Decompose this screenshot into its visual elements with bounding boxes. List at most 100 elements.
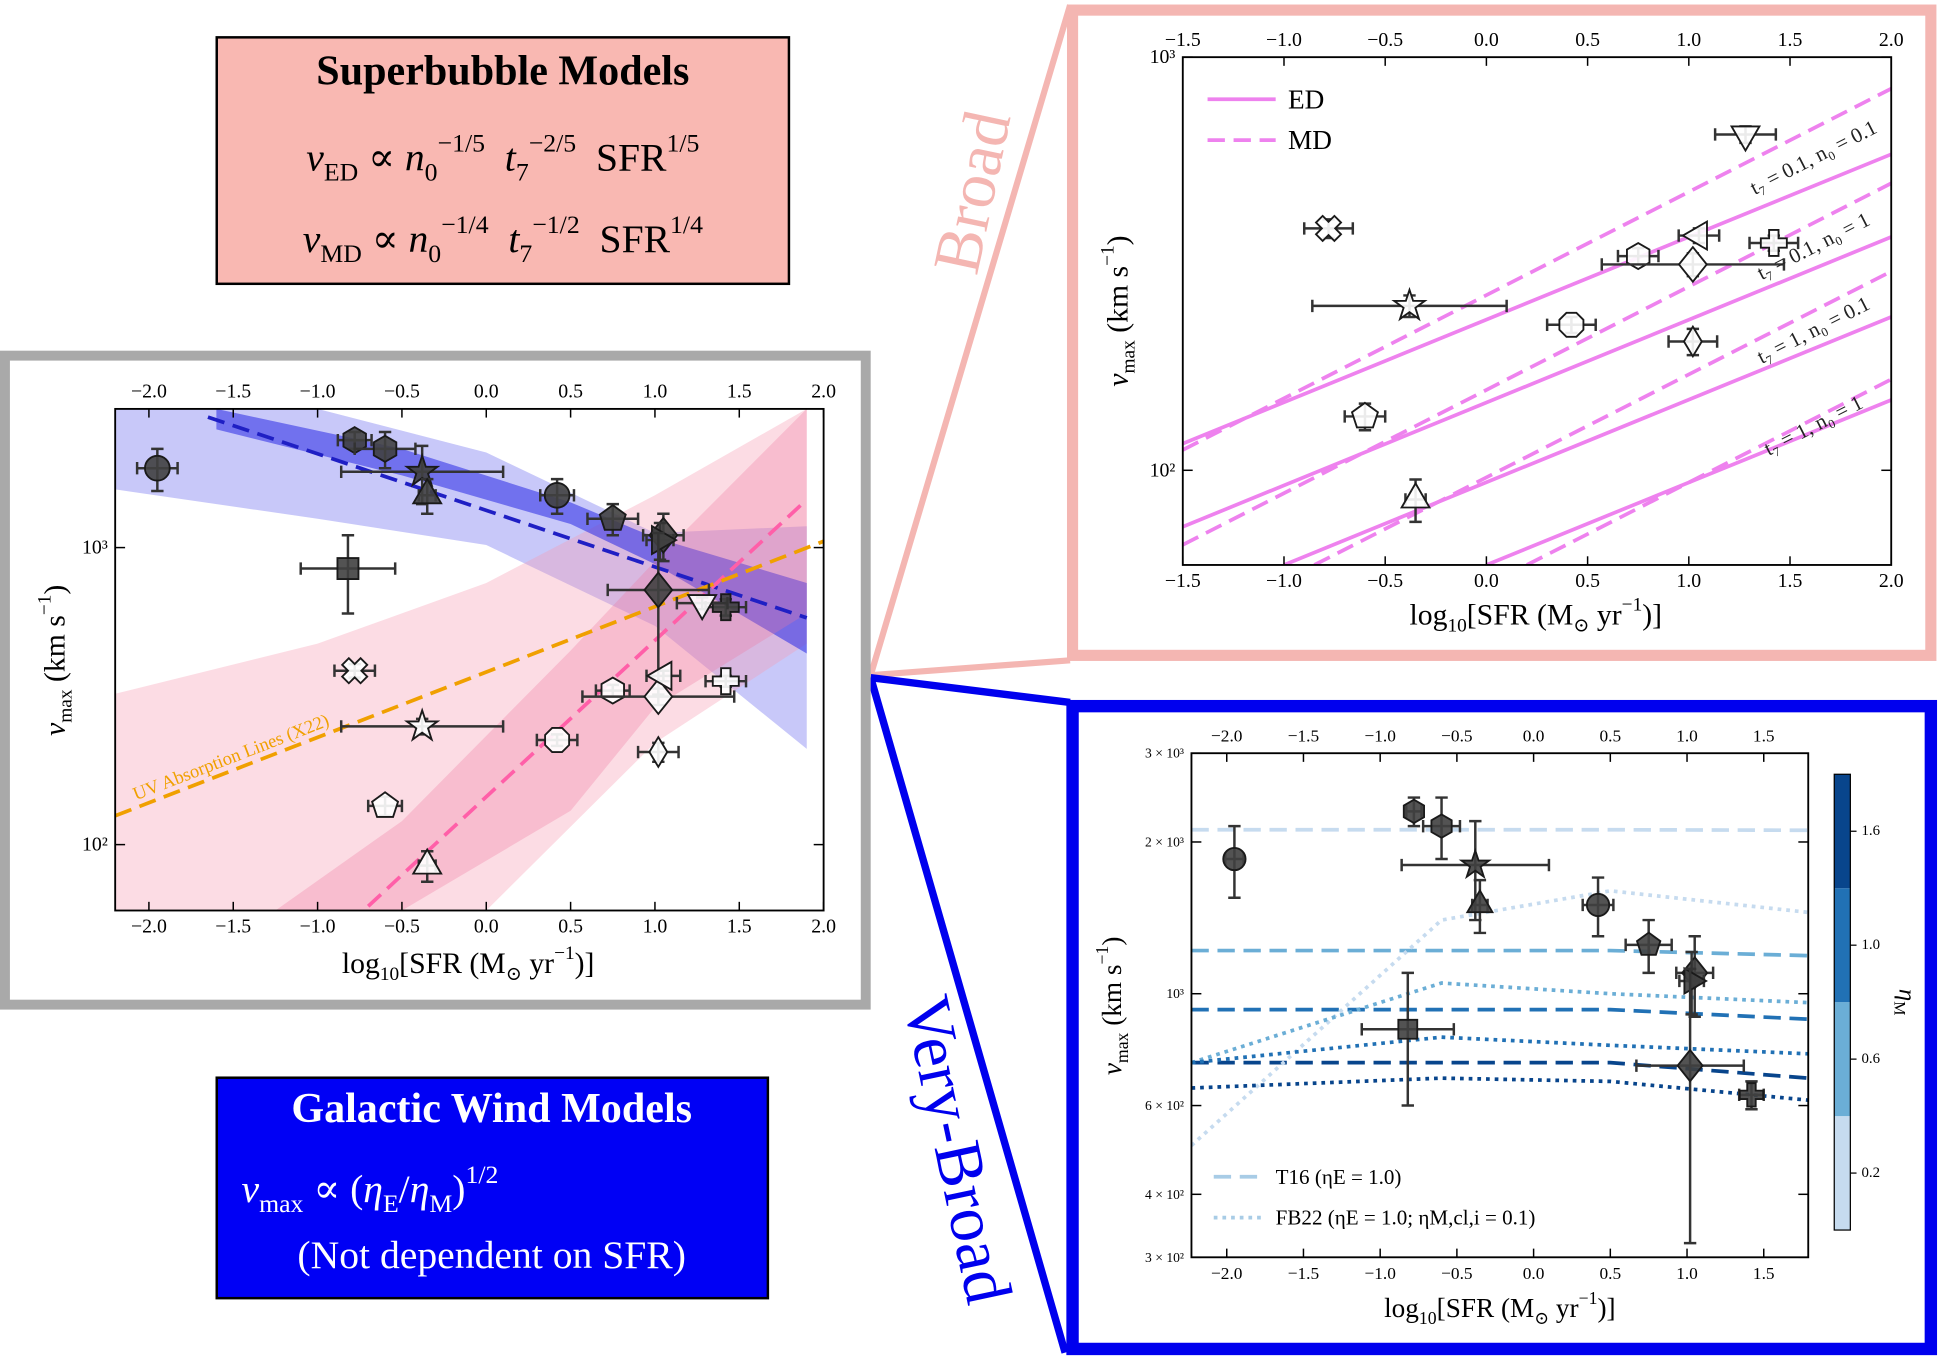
math-part: ∝ (362, 217, 409, 261)
x-tick-label: 0.5 (1599, 726, 1621, 745)
plot-frame (114, 407, 825, 912)
model-line (1191, 948, 1809, 958)
x-tick-label: −2.0 (1211, 726, 1242, 745)
math-sup: 1/4 (670, 210, 703, 239)
chart: UV Absorption Lines (X22)−2.0−2.0−1.5−1.… (35, 381, 836, 985)
x-tick-label: 2.0 (1879, 570, 1904, 592)
legend-label: MD (1288, 125, 1332, 155)
math-sub: 0 (425, 157, 438, 186)
fit-line (115, 539, 824, 818)
x-tick-label: −1.5 (215, 916, 251, 938)
chart: −2.0 −2.0 −1.5 −1.5 −1.0 −1.0 −0.5 −0.5 0.0 0.0 0.… (1092, 726, 1921, 1328)
data-point (1680, 220, 1708, 252)
data-point (336, 557, 360, 580)
y-tick-label: 10² (1150, 459, 1176, 481)
model-line (1191, 827, 1809, 833)
model-line (1182, 152, 1892, 446)
x-tick-label: 0.5 (1599, 1264, 1621, 1283)
data-point (411, 847, 443, 875)
math-sub: M (1890, 1001, 1907, 1015)
math-sub: ⊙ (1573, 616, 1589, 637)
math-sup: −1 (1579, 1288, 1598, 1308)
math-part: )] (1597, 1293, 1615, 1323)
colorbar-block (1834, 1116, 1851, 1231)
data-point (1400, 481, 1432, 509)
math-sup: −1 (554, 943, 575, 964)
data-point (1391, 286, 1428, 322)
data-point (1402, 798, 1425, 825)
math-sub: 7 (519, 239, 532, 268)
formula: vED ∝ n0−1/5 t7−2/5 SFR1/5 (306, 128, 699, 186)
math-part: )] (575, 948, 595, 980)
data-point (544, 727, 571, 753)
x-tick-label: 2.0 (1879, 29, 1904, 51)
superbubble-box (215, 36, 791, 286)
x-tick-label: 1.0 (643, 381, 668, 403)
x-axis-label: log10[SFR (M⊙ yr−1)] (342, 943, 595, 985)
x-tick-label: −2.0 (1211, 1264, 1242, 1283)
math-sub: 10 (380, 964, 399, 985)
math-part: η (1894, 989, 1921, 1001)
math-part: t (489, 217, 521, 261)
x-tick-label: 1.5 (1778, 570, 1803, 592)
x-tick-label: −1.0 (300, 381, 336, 403)
x-tick-label: 0.0 (1523, 726, 1545, 745)
superbubble-title: Superbubble Models (316, 47, 689, 94)
data-point (1738, 1082, 1765, 1108)
model-line (1191, 1007, 1809, 1022)
math-part: [SFR (M (1437, 1293, 1535, 1323)
x-tick-label: 1.0 (1676, 570, 1701, 592)
y-axis-label: vmax (km s−1) (1097, 235, 1139, 386)
colorbar-block (1834, 1002, 1851, 1117)
math-part: yr (1589, 600, 1621, 632)
chart: t₇ = 0.1, n₀ = 0.1t₇ = 0.1, n₀ = 1t₇ = 1… (1097, 29, 1903, 637)
math-sub: 10 (1419, 1308, 1437, 1328)
x-tick-label: 2.0 (811, 916, 836, 938)
x-tick-label: 1.0 (1676, 1264, 1698, 1283)
legend-label: T16 (ηE = 1.0) (1276, 1165, 1402, 1189)
math-part: v (1097, 1062, 1127, 1075)
x-tick-label: 0.5 (1575, 29, 1600, 51)
math-part: ) (1102, 235, 1134, 245)
math-sub: E (383, 1189, 399, 1218)
x-tick-label: −2.0 (131, 381, 167, 403)
math-sub: ED (324, 157, 358, 186)
y-tick-label: 10³ (82, 537, 108, 559)
math-part: SFR (580, 217, 671, 261)
confidence-band (275, 408, 807, 911)
math-part: ) (452, 1167, 465, 1211)
math-sup: −1/5 (438, 128, 485, 157)
x-tick-label: 1.0 (1676, 29, 1701, 51)
data-point (1677, 245, 1708, 284)
data-point (543, 481, 571, 509)
y-tick-label: 3 × 10² (1145, 1250, 1184, 1265)
x-tick-label: −1.5 (1288, 726, 1319, 745)
colorbar-frame (1833, 773, 1851, 1231)
math-sub: 0 (428, 239, 441, 268)
math-part: (km s (1097, 964, 1127, 1032)
y-axis-label: vmax (km s−1) (35, 585, 77, 736)
wind-box (215, 1076, 770, 1300)
data-point (411, 477, 443, 505)
plot-layer (1191, 796, 1809, 1245)
x-tick-label: −1.5 (1165, 29, 1201, 51)
math-sub: M (429, 1189, 452, 1218)
math-part: [SFR (M (1467, 600, 1574, 632)
plot-layer (1182, 87, 1892, 565)
data-point (1458, 847, 1492, 880)
math-sub: max (259, 1189, 303, 1218)
math-sub: MD (320, 239, 362, 268)
x-tick-label: 1.5 (1753, 726, 1775, 745)
x-tick-label: −0.5 (1441, 1264, 1472, 1283)
math-sup: −1/2 (532, 210, 579, 239)
model-line (1191, 981, 1809, 1065)
data-point (372, 434, 398, 463)
x-tick-label: 0.0 (1474, 29, 1499, 51)
data-point (1682, 324, 1703, 359)
x-tick-label: −0.5 (1441, 726, 1472, 745)
math-sub: 10 (1447, 616, 1466, 637)
math-sup: −1/4 (441, 210, 489, 239)
x-tick-label: 0.0 (1474, 570, 1499, 592)
math-part: v (242, 1167, 260, 1211)
x-tick-label: 1.5 (1753, 1264, 1775, 1283)
